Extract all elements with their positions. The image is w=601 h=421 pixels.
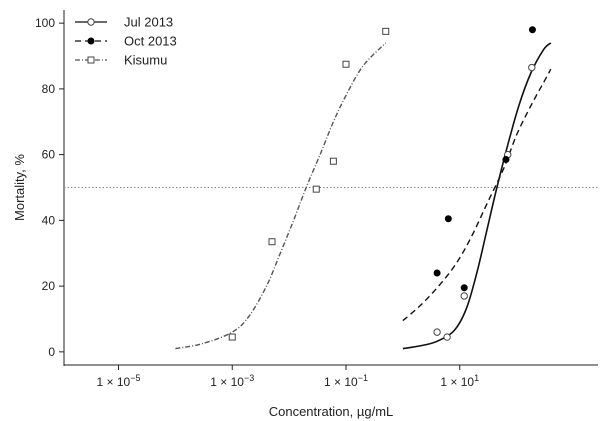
point-kisumu [228,333,236,341]
point-kisumu [382,27,390,35]
point-jul-2013 [443,333,451,341]
y-tick-label: 100 [35,16,55,30]
curve-oct-2013 [402,68,552,322]
x-tick-label: 1 × 10−5 [97,373,141,389]
x-axis-title: Concentration, µg/mL [269,404,394,419]
point-oct-2013 [502,156,510,164]
y-tick-label: 0 [48,345,55,359]
point-oct-2013 [444,215,452,223]
x-tick-label: 1 × 10−1 [324,373,368,389]
x-tick-label: 1 × 10−3 [210,373,254,389]
curve-jul-2013 [402,42,552,350]
point-jul-2013 [460,292,468,300]
point-oct-2013 [528,26,536,34]
x-tick-label: 1 × 101 [440,373,479,389]
legend-marker-oct-2013 [87,37,95,45]
x-ticks: 1 × 10−5 1 × 10−3 1 × 10−1 1 × 101 [97,365,479,389]
legend-label-kisumu: Kisumu [124,53,167,68]
point-oct-2013 [433,269,441,277]
point-jul-2013 [528,63,536,72]
y-ticks: 0 20 40 60 80 100 [35,16,64,359]
point-oct-2013 [460,284,468,292]
y-tick-label: 20 [42,279,56,293]
fitted-curves [175,42,552,350]
point-kisumu [268,238,276,246]
legend-label-oct-2013: Oct 2013 [124,34,177,49]
data-points [228,26,536,341]
legend: Jul 2013 Oct 2013 Kisumu [75,15,177,68]
y-tick-label: 80 [42,82,56,96]
legend-marker-kisumu [87,56,95,64]
point-jul-2013 [433,328,441,336]
legend-marker-jul-2013 [87,18,95,26]
point-kisumu [329,157,337,165]
y-tick-label: 60 [42,148,56,162]
y-axis-title: Mortality, % [12,154,27,221]
legend-label-jul-2013: Jul 2013 [124,15,173,30]
point-kisumu [342,60,350,68]
y-tick-label: 40 [42,213,56,227]
curve-kisumu [175,42,387,350]
point-kisumu [312,185,320,193]
